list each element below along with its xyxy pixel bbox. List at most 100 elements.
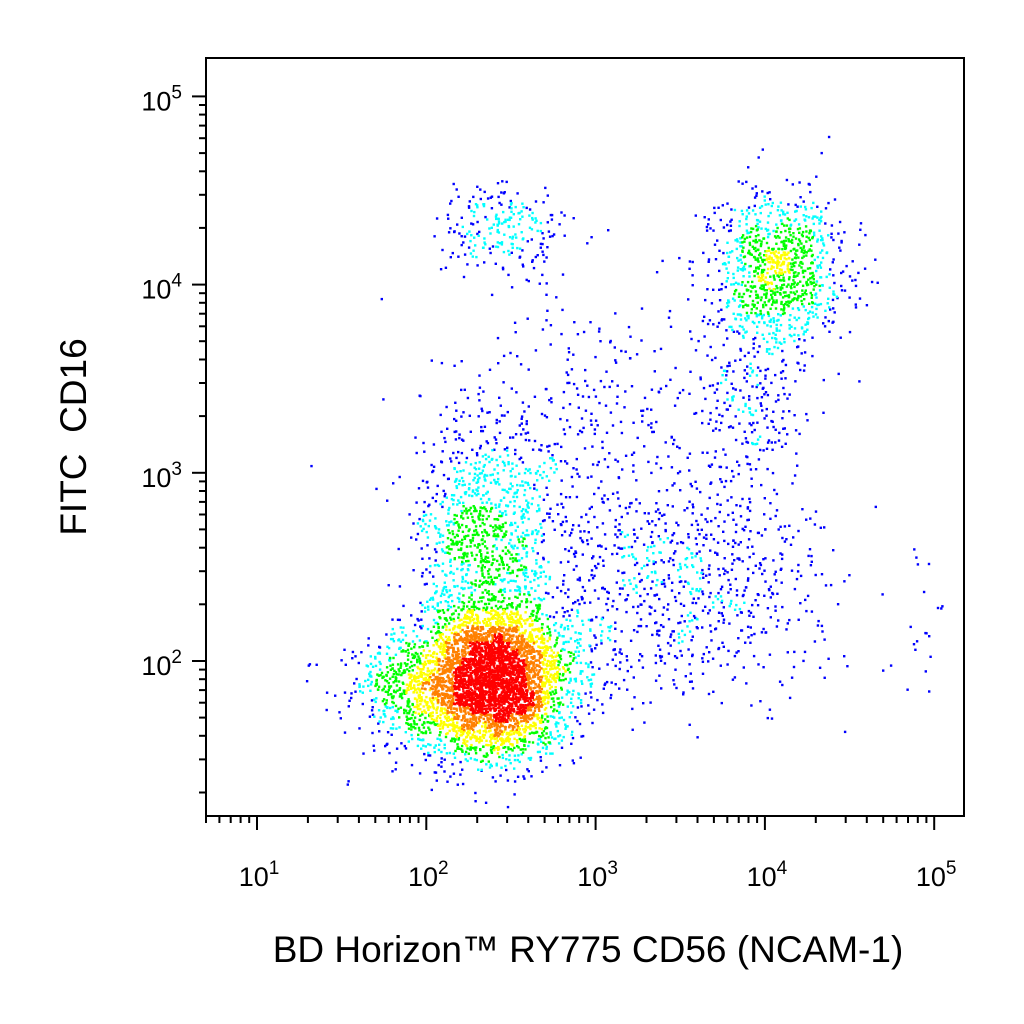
data-point bbox=[530, 612, 533, 616]
data-point bbox=[726, 302, 729, 305]
data-point bbox=[478, 461, 481, 464]
data-point bbox=[426, 641, 429, 645]
data-point bbox=[418, 718, 421, 722]
data-point bbox=[404, 634, 408, 637]
data-point bbox=[410, 763, 414, 767]
data-point bbox=[620, 431, 624, 435]
data-point bbox=[589, 601, 592, 604]
data-point bbox=[707, 258, 711, 261]
data-point bbox=[720, 288, 723, 291]
data-point bbox=[549, 752, 552, 755]
data-point bbox=[778, 292, 782, 295]
data-point bbox=[803, 298, 806, 301]
data-point bbox=[659, 656, 662, 659]
data-point bbox=[694, 214, 697, 217]
data-point bbox=[748, 235, 752, 239]
data-point bbox=[726, 398, 729, 401]
data-point bbox=[547, 450, 550, 453]
data-point bbox=[598, 401, 601, 405]
data-point bbox=[631, 707, 634, 711]
data-point bbox=[848, 275, 852, 278]
data-point bbox=[539, 735, 543, 738]
data-point bbox=[546, 715, 549, 718]
data-point bbox=[461, 580, 464, 583]
data-point bbox=[531, 628, 534, 631]
data-point bbox=[469, 430, 472, 433]
data-point bbox=[525, 278, 528, 282]
data-point bbox=[478, 230, 481, 234]
data-point bbox=[531, 530, 534, 533]
data-point bbox=[801, 293, 804, 296]
data-point bbox=[394, 768, 397, 771]
data-point bbox=[488, 582, 491, 586]
data-point bbox=[594, 647, 597, 650]
data-point bbox=[386, 706, 389, 710]
data-point bbox=[440, 636, 443, 640]
data-point bbox=[734, 359, 737, 362]
data-point bbox=[796, 464, 799, 467]
data-point bbox=[522, 547, 525, 550]
data-point bbox=[446, 537, 450, 540]
data-point bbox=[458, 526, 461, 529]
data-point bbox=[705, 225, 709, 229]
data-point bbox=[735, 594, 739, 597]
data-point bbox=[486, 411, 489, 414]
data-point bbox=[794, 252, 797, 255]
data-point bbox=[778, 268, 782, 271]
data-point bbox=[436, 638, 439, 642]
data-point bbox=[769, 325, 772, 328]
data-point bbox=[765, 348, 769, 351]
data-point bbox=[651, 430, 654, 434]
data-point bbox=[439, 535, 442, 538]
data-point bbox=[726, 408, 729, 411]
data-point bbox=[714, 551, 717, 554]
data-point bbox=[565, 462, 569, 465]
data-point bbox=[490, 610, 493, 613]
data-point bbox=[575, 387, 579, 390]
data-point bbox=[739, 313, 742, 316]
data-point bbox=[636, 611, 639, 615]
data-point bbox=[434, 559, 437, 562]
data-point bbox=[742, 304, 745, 308]
data-point bbox=[422, 744, 425, 747]
data-point bbox=[715, 420, 718, 423]
data-point bbox=[701, 572, 705, 576]
data-point bbox=[473, 589, 477, 592]
data-point bbox=[745, 380, 748, 383]
data-point bbox=[501, 268, 505, 271]
data-point bbox=[399, 662, 403, 665]
data-point bbox=[745, 455, 748, 458]
data-point bbox=[580, 735, 583, 738]
data-point bbox=[803, 364, 806, 367]
data-point bbox=[762, 278, 765, 281]
data-point bbox=[575, 457, 578, 461]
data-point bbox=[589, 619, 593, 622]
data-point bbox=[538, 565, 541, 569]
data-point bbox=[581, 553, 584, 556]
data-point bbox=[759, 700, 762, 703]
data-point bbox=[583, 589, 587, 592]
data-point bbox=[760, 317, 764, 320]
data-point bbox=[572, 657, 576, 660]
data-point bbox=[718, 288, 721, 291]
data-point bbox=[511, 612, 514, 615]
data-point bbox=[625, 659, 629, 662]
data-point bbox=[671, 581, 674, 584]
data-point bbox=[514, 529, 517, 532]
data-point bbox=[478, 741, 481, 744]
data-point bbox=[443, 585, 446, 589]
data-point bbox=[781, 271, 784, 274]
data-point bbox=[455, 540, 459, 544]
data-point bbox=[581, 682, 584, 685]
data-point bbox=[429, 706, 432, 709]
data-point bbox=[499, 588, 502, 592]
data-point bbox=[482, 606, 485, 610]
data-point bbox=[490, 764, 493, 768]
data-point bbox=[780, 377, 783, 380]
data-point bbox=[688, 663, 691, 666]
data-point bbox=[832, 290, 835, 293]
data-point bbox=[367, 678, 370, 681]
data-point bbox=[492, 597, 496, 600]
data-point bbox=[436, 723, 439, 726]
data-point bbox=[545, 766, 548, 769]
